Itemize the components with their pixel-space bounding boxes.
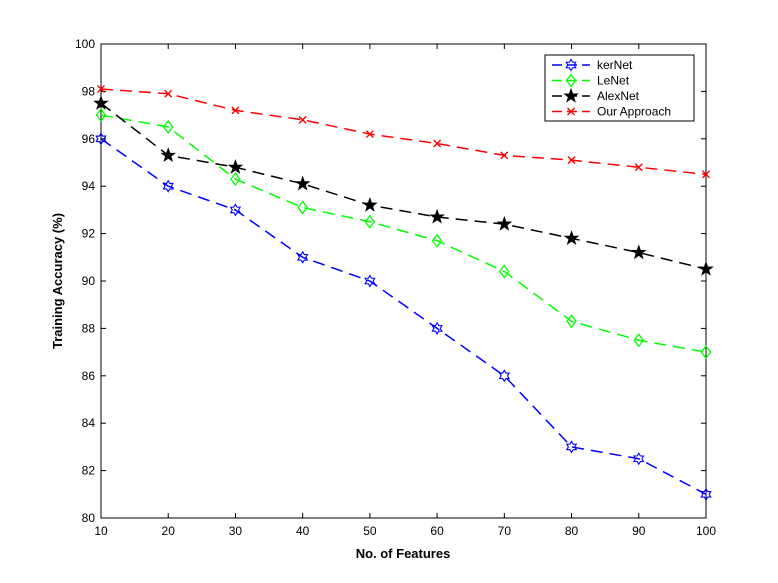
data-point [160,147,177,163]
x-tick-label: 80 [565,524,579,538]
data-point [230,172,241,187]
data-point [500,151,509,160]
data-point [633,452,645,466]
series-line [100,88,707,176]
legend-item: LeNet [552,73,630,88]
x-tick-label: 10 [94,524,108,538]
data-point [162,179,174,193]
y-tick-label: 100 [75,37,95,51]
data-point [431,321,443,335]
series-alexnet [93,95,714,276]
y-tick-label: 80 [82,511,96,525]
data-point [93,95,109,110]
data-point [565,440,578,454]
data-point [229,203,242,217]
legend-item: Our Approach [552,105,671,119]
data-point [498,369,511,383]
x-tick-label: 100 [696,524,716,538]
series-our-approach [97,85,710,179]
data-point [496,215,513,231]
series-line [100,114,707,353]
data-point [633,333,645,348]
y-tick-label: 90 [82,274,96,288]
data-point [700,345,712,360]
x-axis-label: No. of Features [356,546,451,561]
data-point [700,487,712,501]
series-line [100,102,707,270]
data-point [634,163,643,172]
series-kernet [95,132,712,501]
data-point [499,264,510,279]
legend-item: kerNet [552,58,633,72]
data-point [97,85,105,94]
data-point [298,115,307,124]
data-point [95,108,107,123]
y-tick-label: 92 [82,227,96,241]
data-point [95,132,107,146]
y-tick-label: 96 [82,132,96,146]
data-point [429,208,445,224]
x-tick-label: 40 [296,524,310,538]
y-tick-label: 86 [82,369,96,383]
data-point [164,89,173,98]
axis-ticks: 10 20 30 40 50 60 70 80 90 100 80 82 84 86 88 90 92 94 96 9… [75,37,716,538]
data-point [567,156,576,165]
x-tick-label: 60 [430,524,444,538]
data-point [297,200,308,215]
legend-label: LeNet [597,74,630,88]
data-point [296,250,309,264]
legend-label: Our Approach [597,105,671,119]
data-point [365,130,374,139]
data-point [563,230,580,245]
series-lines [93,85,714,501]
legend-marker [563,87,579,103]
y-tick-label: 94 [82,179,96,193]
data-point [162,119,174,135]
legend-marker [565,73,577,88]
y-tick-label: 84 [82,416,96,430]
x-tick-label: 90 [632,524,646,538]
x-tick-label: 70 [498,524,512,538]
data-point [364,274,376,288]
y-tick-label: 82 [82,464,96,478]
x-tick-label: 50 [363,524,377,538]
plot-area [100,43,707,519]
data-point [698,260,714,276]
data-point [364,214,376,229]
legend-marker [565,58,577,72]
data-point [630,244,647,260]
series-lenet [95,108,712,360]
series-line [100,138,707,495]
y-axis-label: Training Accuracy (%) [50,213,65,349]
x-tick-label: 30 [229,524,243,538]
legend-label: kerNet [597,58,633,72]
legend-item: AlexNet [552,87,640,103]
x-tick-label: 20 [162,524,176,538]
legend-label: AlexNet [597,89,640,103]
legend-marker [567,107,575,116]
data-point [294,175,311,191]
data-point [433,139,442,148]
data-point [431,233,443,248]
data-point [566,314,577,329]
data-point [702,170,710,179]
data-point [362,196,378,212]
y-tick-label: 98 [82,84,96,98]
data-point [227,159,244,174]
y-tick-label: 88 [82,321,96,335]
data-point [231,106,240,115]
